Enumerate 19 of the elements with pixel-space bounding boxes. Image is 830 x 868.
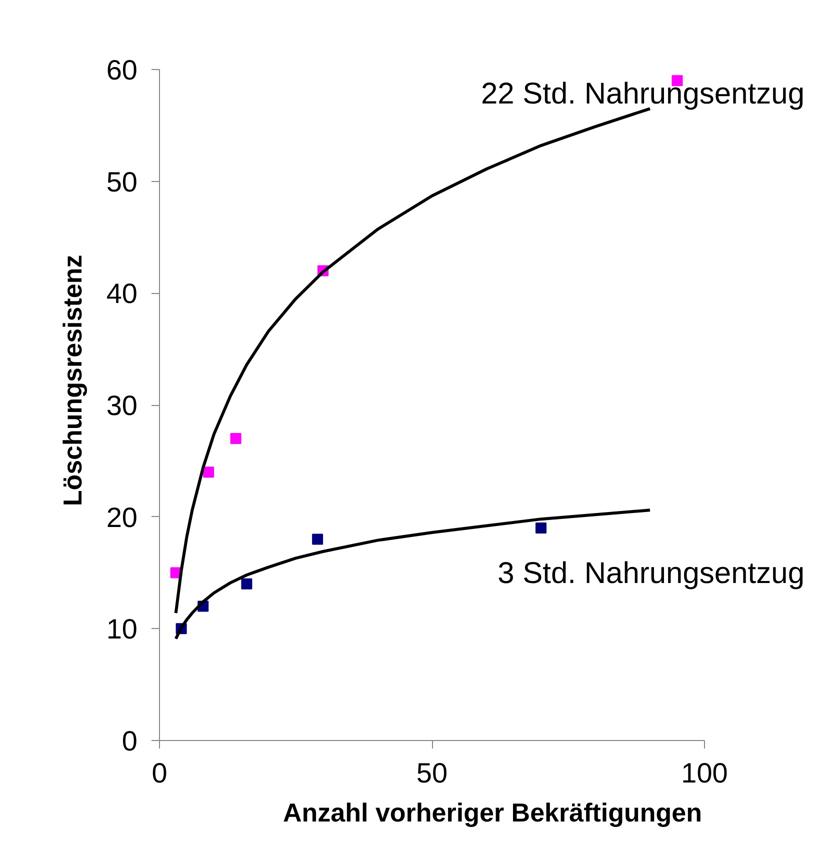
y-axis-title: Löschungsresistenz — [57, 254, 88, 506]
y-tick-label: 30 — [106, 390, 138, 421]
x-tick-label: 100 — [681, 758, 728, 788]
y-tick-label: 50 — [106, 166, 138, 198]
series-label: 22 Std. Nahrungsentzug — [480, 78, 805, 111]
y-tick-label: 60 — [106, 54, 138, 86]
point — [241, 578, 252, 590]
y-tick-label: 10 — [106, 614, 138, 645]
series-label: 3 Std. Nahrungsentzug — [498, 557, 805, 590]
x-tick-label: 0 — [152, 758, 168, 788]
x-tick-label: 50 — [416, 758, 448, 788]
point — [203, 466, 214, 478]
x-axis-title: Anzahl vorheriger Bekräftigungen — [283, 798, 702, 828]
point — [230, 433, 242, 444]
point — [312, 534, 324, 545]
y-tick-label: 20 — [106, 502, 138, 533]
point — [536, 522, 546, 534]
y-tick-label: 40 — [106, 278, 138, 310]
y-tick-label: 0 — [122, 726, 138, 756]
